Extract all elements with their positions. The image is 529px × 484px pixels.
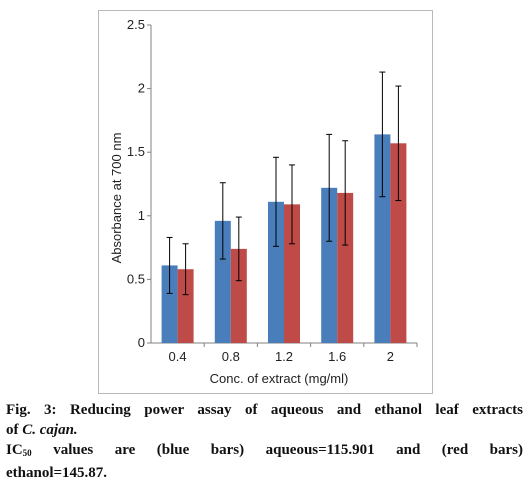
bar-series-2 <box>284 204 300 343</box>
bar-series-1 <box>161 265 178 343</box>
caption-title: Reducing power assay of aqueous and etha… <box>69 402 523 418</box>
caption-ic-subscript: 50 <box>22 448 32 458</box>
x-axis-title: Conc. of extract (mg/ml) <box>210 371 349 386</box>
caption-line-1: Fig. 3: Reducing power assay of aqueous … <box>6 400 523 420</box>
x-tick-label: 0.8 <box>222 349 240 364</box>
caption-ic-values: values are (blue bars) aqueous=115.901 a… <box>53 442 524 458</box>
x-tick-label: 2 <box>387 349 394 364</box>
bar-series-2 <box>337 192 354 343</box>
caption-line-4: ethanol=145.87. <box>6 463 523 483</box>
x-tick-label: 0.4 <box>169 349 187 364</box>
bar-series-1 <box>374 134 391 343</box>
bar-series-1 <box>268 201 284 343</box>
y-tick-label: 2 <box>138 81 145 96</box>
bar-chart: 0 0.5 1 1.5 2 2.5 0.4 0.8 1.2 1.6 2 Absorbance at… <box>109 17 418 386</box>
bar-series-1 <box>214 220 231 343</box>
caption-line-2: of C. cajan. <box>6 420 523 440</box>
y-tick-label: 0 <box>138 335 145 350</box>
y-tick-labels: 0 0.5 1 1.5 2 2.5 <box>127 17 145 350</box>
y-axis-title: Absorbance at 700 nm <box>109 133 124 264</box>
caption-ic: IC <box>6 442 23 458</box>
chart-error-bars <box>166 71 402 296</box>
figure-caption: Fig. 3: Reducing power assay of aqueous … <box>6 400 523 483</box>
y-tick-label: 0.5 <box>127 271 145 286</box>
y-tick-label: 1 <box>138 208 145 223</box>
y-tick-label: 1.5 <box>127 144 145 159</box>
x-tick-labels: 0.4 0.8 1.2 1.6 2 <box>169 349 394 364</box>
bar-series-2 <box>177 269 194 343</box>
caption-species: C. cajan. <box>22 422 78 438</box>
caption-line-3: IC50 values are (blue bars) aqueous=115.… <box>6 440 523 463</box>
chart-frame: 0 0.5 1 1.5 2 2.5 0.4 0.8 1.2 1.6 2 Absorbance at… <box>98 10 433 394</box>
y-tick-label: 2.5 <box>127 17 145 32</box>
x-tick-label: 1.6 <box>328 349 346 364</box>
caption-ethanol-value: ethanol=145.87. <box>6 465 108 481</box>
chart-bars <box>161 134 407 343</box>
bar-series-1 <box>321 187 338 343</box>
x-tick-label: 1.2 <box>275 349 293 364</box>
bar-series-2 <box>230 248 247 343</box>
caption-fig-label: Fig. 3: <box>6 402 57 418</box>
caption-of: of <box>6 422 19 438</box>
bar-series-2 <box>390 143 407 343</box>
